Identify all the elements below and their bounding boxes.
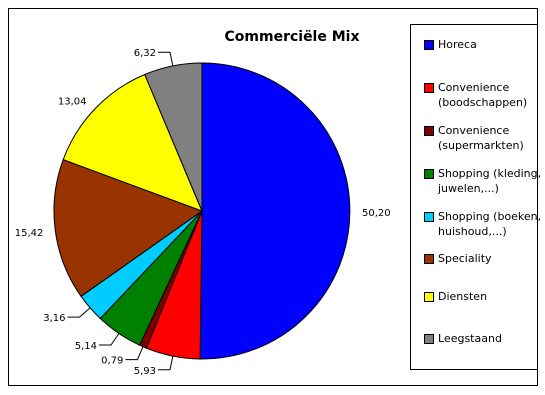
value-label-1: 5,93 xyxy=(134,366,156,377)
pie-slice-6 xyxy=(62,73,203,212)
legend-item-convenience-boodschappen: Convenience (boodschappen) xyxy=(424,80,545,110)
pie-slice-5 xyxy=(53,158,204,298)
value-label-2: 0,79 xyxy=(101,356,123,367)
legend-swatch xyxy=(424,40,434,50)
pie-slice-7 xyxy=(144,62,203,212)
legend-swatch xyxy=(424,126,434,136)
legend-item-shopping-boeken: Shopping (boeken, huishoud,...) xyxy=(424,209,545,239)
chart-title: Commerciële Mix xyxy=(225,29,360,45)
legend-item-leegstaand: Leegstaand xyxy=(424,331,545,346)
legend-item-diensten: Diensten xyxy=(424,289,545,304)
leader-line-2 xyxy=(125,346,144,361)
legend: Horeca Convenience (boodschappen) Conven… xyxy=(410,24,541,370)
pie-slices xyxy=(53,62,351,360)
legend-item-horeca: Horeca xyxy=(424,37,545,52)
legend-swatch xyxy=(424,254,434,264)
legend-swatch xyxy=(424,292,434,302)
legend-item-shopping-kleding: Shopping (kleding, juwelen,...) xyxy=(424,166,545,196)
leader-line-7 xyxy=(158,51,174,67)
legend-item-convenience-supermarkten: Convenience (supermarkten) xyxy=(424,123,545,153)
legend-swatch xyxy=(424,169,434,179)
value-label-6: 13,04 xyxy=(58,96,87,107)
legend-label: Convenience (boodschappen) xyxy=(438,81,528,109)
legend-label: Shopping (boeken, huishoud,...) xyxy=(438,210,542,238)
legend-label: Shopping (kleding, juwelen,...) xyxy=(438,167,542,195)
leader-line-3 xyxy=(99,333,120,346)
legend-swatch xyxy=(424,212,434,222)
value-label-4: 3,16 xyxy=(43,313,65,324)
value-label-5: 15,42 xyxy=(15,228,44,239)
legend-swatch xyxy=(424,334,434,344)
value-label-3: 5,14 xyxy=(75,341,97,352)
value-label-0: 50,20 xyxy=(362,208,391,219)
legend-swatch xyxy=(424,83,434,93)
legend-label: Convenience (supermarkten) xyxy=(438,124,524,152)
leader-line-1 xyxy=(158,355,174,371)
leader-lines xyxy=(67,51,174,371)
value-labels: 50,20 5,93 0,79 5,14 3,16 15,42 13,04 6,32 xyxy=(15,48,391,377)
legend-item-speciality: Speciality xyxy=(424,251,545,266)
value-label-7: 6,32 xyxy=(134,48,156,59)
legend-label: Speciality xyxy=(438,252,492,265)
legend-label: Horeca xyxy=(438,38,477,51)
leader-line-4 xyxy=(67,307,91,318)
pie-slice-0 xyxy=(199,62,351,360)
legend-label: Leegstaand xyxy=(438,332,502,345)
legend-label: Diensten xyxy=(438,290,488,303)
